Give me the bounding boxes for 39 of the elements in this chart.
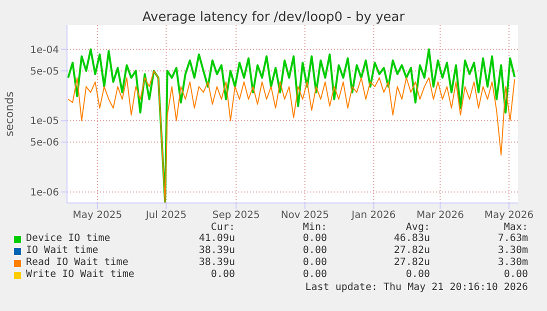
text: Min:	[302, 222, 327, 233]
legend-label: Read IO Wait time	[26, 257, 128, 268]
text: 3.30m	[496, 257, 528, 268]
text: 0.00	[302, 269, 327, 280]
text: 0.00	[210, 269, 235, 280]
text: 0.00	[502, 269, 528, 280]
x-tick-label: Mar 2026	[416, 210, 464, 222]
text: 38.39u	[198, 257, 235, 268]
text: 46.83u	[392, 233, 430, 244]
text: Avg:	[404, 222, 430, 233]
text: 27.82u	[392, 257, 430, 268]
y-tick-label: 5e-06	[30, 138, 59, 149]
text: 38.39u	[198, 245, 235, 256]
x-tick-label: Sep 2025	[212, 210, 260, 222]
y-axis-title: seconds	[2, 91, 16, 136]
legend-label: IO Wait time	[26, 245, 98, 256]
text: 0.00	[404, 269, 430, 280]
y-tick-label: 1e-06	[30, 188, 59, 199]
x-tick-label: May 2025	[72, 210, 122, 222]
text: Last update: Thu May 21 20:16:10 2026	[304, 282, 528, 293]
text: 7.63m	[496, 233, 528, 244]
chart-title: Average latency for /dev/loop0 - by year	[141, 10, 406, 25]
text: 0.00	[302, 245, 327, 256]
legend-label: Device IO time	[26, 233, 110, 244]
y-tick-label: 1e-05	[30, 116, 59, 128]
x-tick-label: Jan 2026	[350, 210, 396, 222]
text: 0.00	[302, 257, 327, 268]
text: Max:	[502, 222, 528, 233]
y-tick-label: 1e-04	[30, 44, 59, 56]
text: 0.00	[302, 233, 327, 244]
text: 3.30m	[496, 245, 528, 256]
x-tick-label: Jul 2025	[144, 210, 187, 222]
legend-label: Write IO Wait time	[26, 269, 134, 280]
text: 27.82u	[392, 245, 430, 256]
x-tick-label: Nov 2025	[280, 210, 329, 222]
x-tick-label: May 2026	[484, 210, 534, 222]
text: 41.09u	[198, 233, 235, 244]
y-tick-label: 5e-05	[30, 66, 59, 78]
text: Cur:	[210, 222, 235, 233]
